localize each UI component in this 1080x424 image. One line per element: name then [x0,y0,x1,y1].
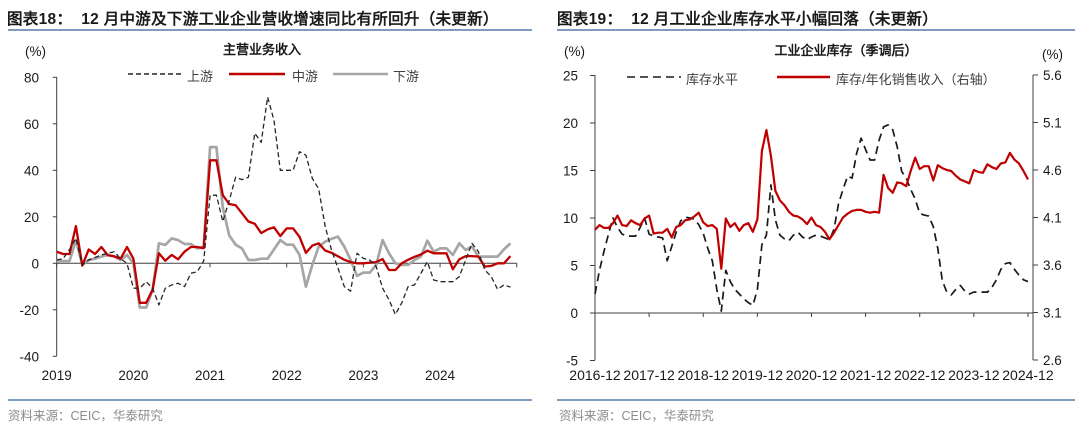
figure-title-text: 12 月中游及下游工业企业营收增速同比有所回升（未更新） [81,11,499,28]
downstream-line [56,145,512,309]
upstream-line [56,96,511,316]
x-tick-label: 2021-12 [840,367,892,383]
y-tick-label: 15 [563,164,578,179]
source-rule [8,399,532,401]
y-tick-label: 0 [31,256,39,271]
x-tick-label: 2016-12 [569,367,621,383]
y-tick-label: 20 [563,116,578,131]
legend-label-upstream: 上游 [187,69,214,84]
x-tick-label: 2019 [42,368,72,383]
inventory-level-line [594,124,1029,312]
y-tick-label: -40 [19,349,39,364]
chart-subtitle: 主营业务收入 [222,42,302,57]
right-y-tick-label: 5.1 [1043,116,1062,131]
x-tick-label: 2022 [272,368,302,383]
y-tick-label: 5 [570,259,578,274]
figure-title-text: 12 月工业企业库存水平小幅回落（未更新） [631,11,939,28]
x-tick-label: 2022-12 [894,367,946,383]
y-tick-label: 20 [24,210,39,225]
x-tick-label: 2024-12 [1002,367,1054,383]
x-tick-label: 2018-12 [678,367,730,383]
right-y-tick-label: 2.6 [1043,353,1062,368]
y-tick-label: -5 [566,354,578,369]
midstream-line [56,159,512,304]
figure-label: 图表18： [7,11,73,28]
y-tick-label: 40 [24,163,39,178]
source-rule [557,399,1075,401]
right-y-tick-label: 4.1 [1043,211,1062,226]
right-y-tick-label: 3.6 [1043,258,1062,273]
y-tick-label: 0 [570,306,578,321]
right-y-axis-unit-label: (%) [1042,47,1063,62]
x-tick-label: 2020 [118,368,148,383]
x-tick-label: 2017-12 [623,367,675,383]
x-tick-label: 2023 [348,368,378,383]
figure-title-right: 图表19： 12 月工业企业库存水平小幅回落（未更新） [557,7,938,29]
legend-label-inventory-level: 库存水平 [686,72,739,87]
y-tick-label: 80 [24,70,39,85]
y-tick-label: 10 [563,211,578,226]
legend-label-midstream: 中游 [292,69,319,84]
figure-label: 图表19： [557,11,623,28]
x-tick-label: 2020-12 [786,367,838,383]
chart-industrial-inventory: 25 20 15 10 5 0 -5 5.6 5.1 4.6 4.1 3.6 3.1 2.6 2016-12… [563,68,1062,383]
right-y-tick-label: 4.6 [1043,163,1062,178]
x-tick-label: 2024 [425,368,456,383]
figure-title-left: 图表18： 12 月中游及下游工业企业营收增速同比有所回升（未更新） [7,7,499,29]
chart-subtitle: 工业企业库存（季调后） [774,43,918,58]
left-y-axis-unit-label: (%) [564,44,585,59]
inventory-sales-ratio-line [594,129,1029,270]
x-tick-label: 2021 [195,368,225,383]
y-tick-label: 60 [24,117,39,132]
y-axis-unit-label: (%) [25,44,46,59]
legend-label-inventory-sales-ratio: 库存/年化销售收入（右轴） [836,72,996,87]
y-tick-label: 25 [563,69,578,84]
legend-label-downstream: 下游 [393,69,420,84]
x-tick-label: 2019-12 [732,367,784,383]
x-tick-label: 2023-12 [948,367,1000,383]
title-rule [8,29,532,31]
title-rule [557,29,1075,31]
y-tick-label: -20 [19,303,39,318]
right-y-tick-label: 5.6 [1043,68,1062,83]
right-y-tick-label: 3.1 [1043,306,1062,321]
